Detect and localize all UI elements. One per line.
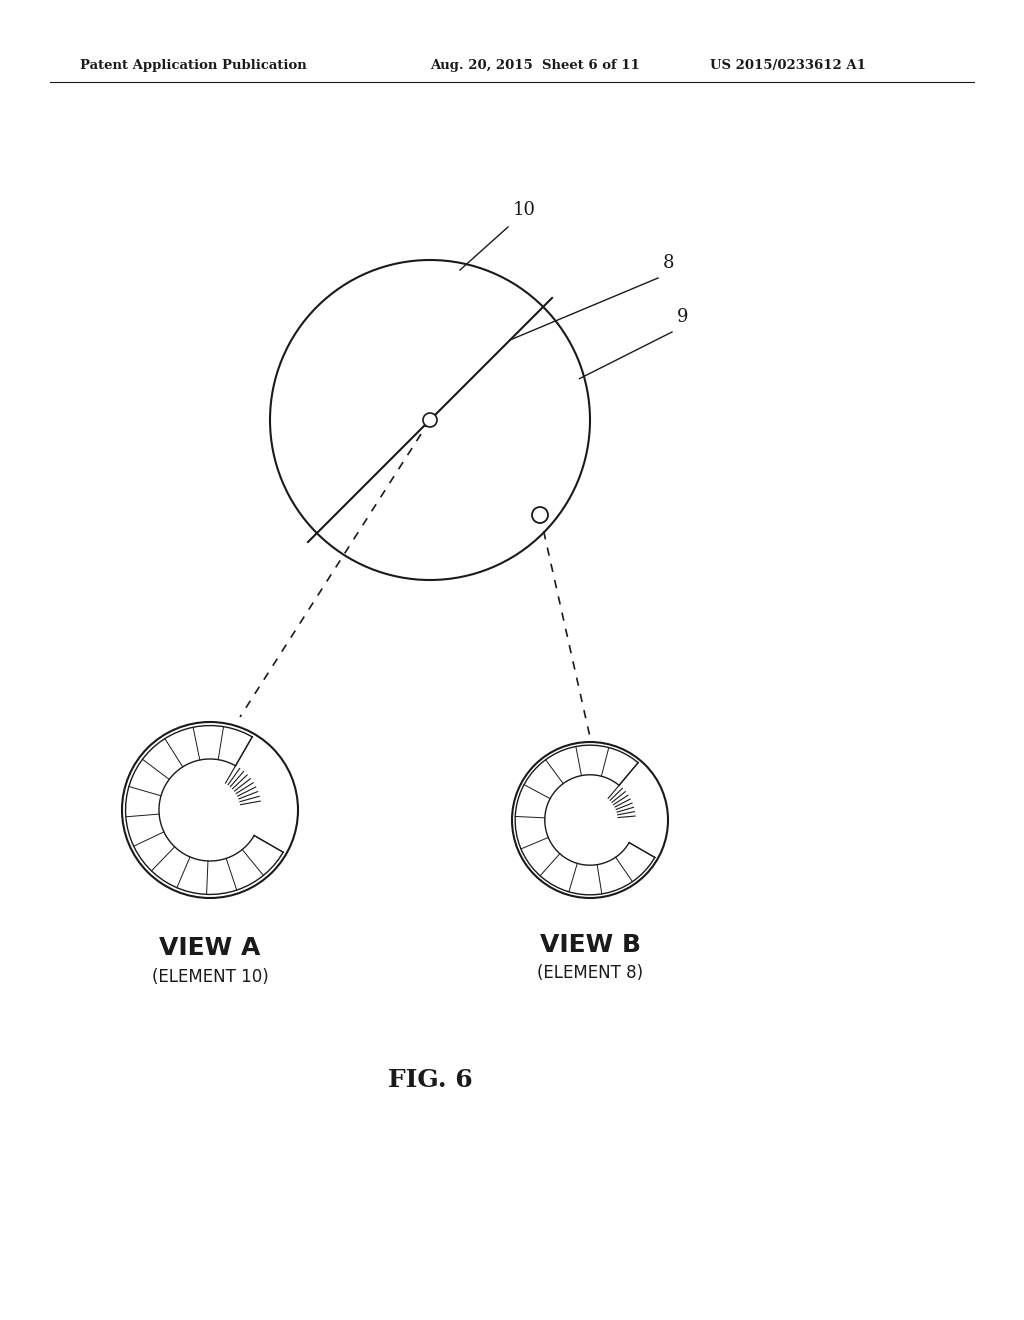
Text: Patent Application Publication: Patent Application Publication xyxy=(80,58,307,71)
Circle shape xyxy=(532,507,548,523)
Text: US 2015/0233612 A1: US 2015/0233612 A1 xyxy=(710,58,866,71)
Text: 9: 9 xyxy=(677,308,688,326)
Text: 8: 8 xyxy=(663,253,675,272)
Text: VIEW A: VIEW A xyxy=(160,936,261,960)
Text: VIEW B: VIEW B xyxy=(540,933,640,957)
Text: 10: 10 xyxy=(513,201,536,219)
Text: (ELEMENT 10): (ELEMENT 10) xyxy=(152,968,268,986)
Text: FIG. 6: FIG. 6 xyxy=(388,1068,472,1092)
Text: (ELEMENT 8): (ELEMENT 8) xyxy=(537,964,643,982)
Circle shape xyxy=(423,413,437,426)
Text: Aug. 20, 2015  Sheet 6 of 11: Aug. 20, 2015 Sheet 6 of 11 xyxy=(430,58,640,71)
